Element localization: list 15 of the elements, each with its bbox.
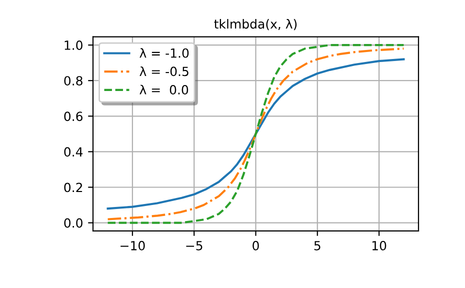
y-tick-label: 0.2 xyxy=(64,182,82,192)
x-tick-label: 10 xyxy=(372,240,386,250)
chart-title: tklmbda(x, λ) xyxy=(214,19,297,30)
y-tick-label: 1.0 xyxy=(64,40,82,50)
x-tick-label: 0 xyxy=(252,240,259,250)
legend-label: λ = -1.0 xyxy=(140,48,189,58)
legend-label: λ = -0.5 xyxy=(140,66,188,76)
y-tick-label: 0.0 xyxy=(64,218,82,228)
x-tick-label: −5 xyxy=(186,241,202,250)
x-tick-label: −10 xyxy=(120,240,145,250)
legend-label: λ = 0.0 xyxy=(140,84,188,94)
y-tick-label: 0.8 xyxy=(64,76,82,86)
y-tick-label: 0.6 xyxy=(64,112,82,122)
x-tick-label: 5 xyxy=(314,241,320,250)
y-tick-label: 0.4 xyxy=(64,147,83,157)
